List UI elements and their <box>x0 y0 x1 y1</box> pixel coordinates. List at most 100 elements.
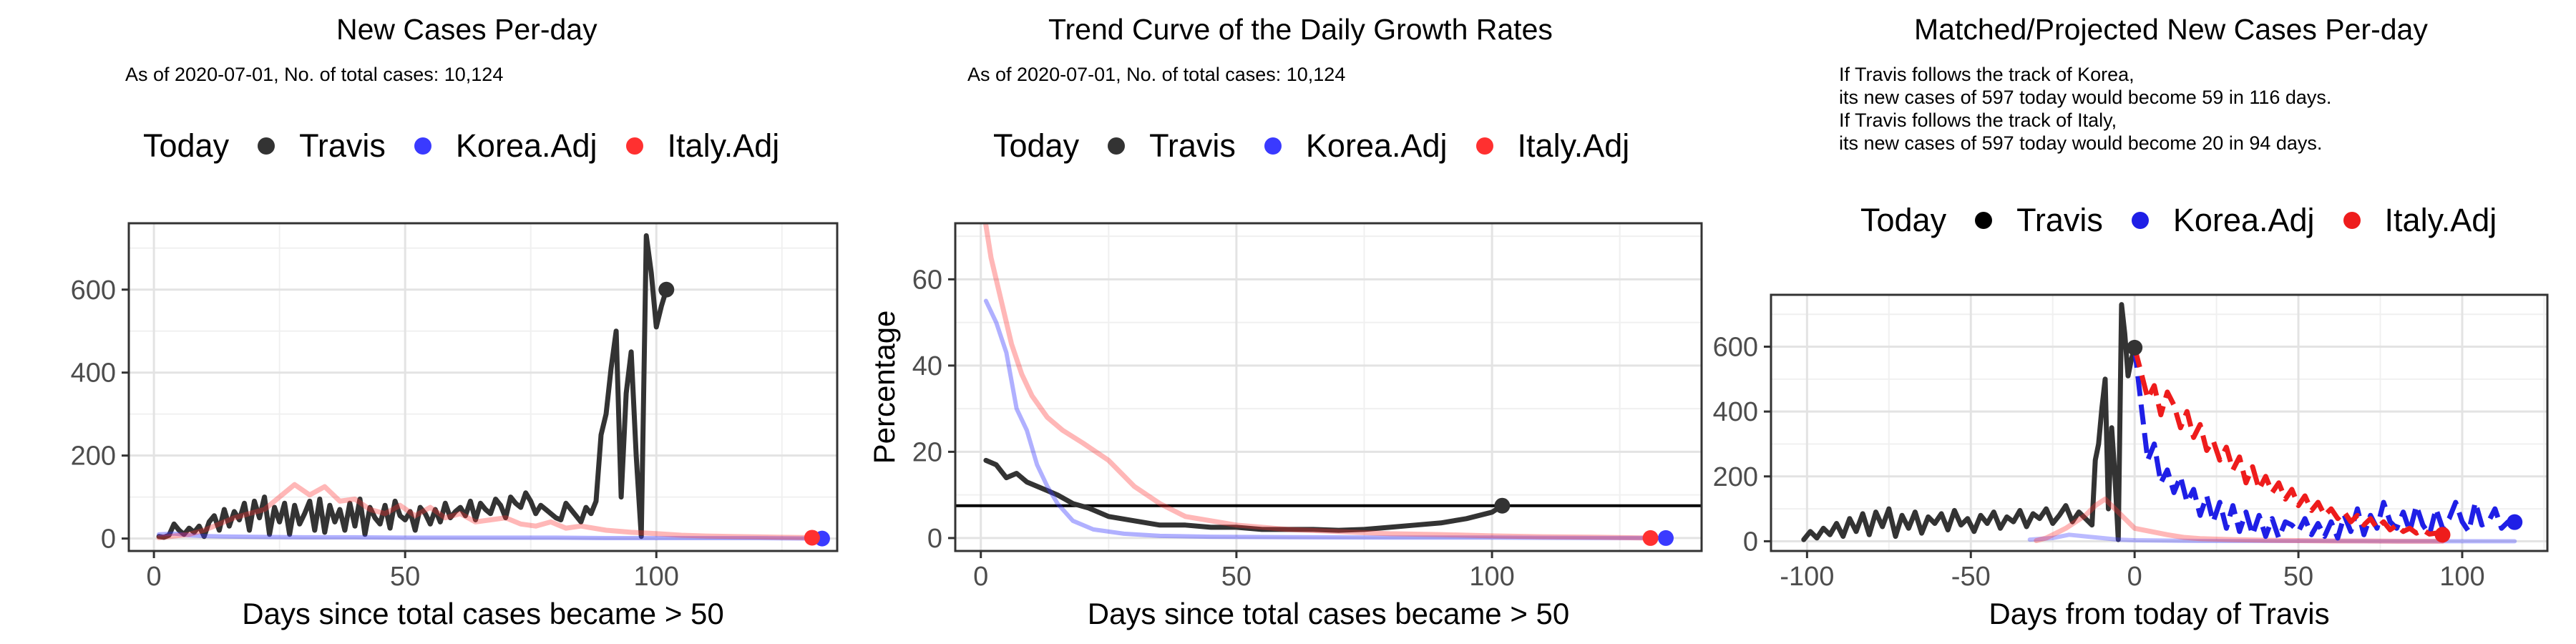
y-tick-label: 400 <box>1713 397 1758 427</box>
chart-title: Trend Curve of the Daily Growth Rates <box>1048 13 1553 46</box>
series-group <box>982 223 1668 541</box>
y-tick-label: 0 <box>101 525 116 555</box>
legend-label-korea: Korea.Adj <box>2172 202 2315 238</box>
legend-dot-travis <box>1108 137 1126 155</box>
series-group <box>1801 302 2517 544</box>
series-line-italy-adj <box>982 223 1654 541</box>
y-tick-label: 400 <box>71 358 116 389</box>
series-line-travis <box>983 457 1505 533</box>
y-tick-label: 600 <box>71 275 116 306</box>
y-tick-label: 60 <box>912 265 942 295</box>
y-tick-label: 0 <box>1743 527 1758 557</box>
legend-dot-italy <box>625 137 643 155</box>
x-tick-label: 0 <box>973 562 988 592</box>
series-line-travis <box>1801 302 2137 542</box>
legend-title: Today <box>993 127 1080 164</box>
x-tick-label: 50 <box>390 562 420 592</box>
chart-subtitle-line-1: If Travis follows the track of Korea, <box>1839 64 2135 85</box>
legend-label-italy: Italy.Adj <box>667 127 780 164</box>
x-tick-label: 50 <box>1221 562 1252 592</box>
x-tick-label: 0 <box>2127 562 2142 592</box>
end-point-italy-adj <box>2434 527 2451 543</box>
x-tick-label: 100 <box>634 562 679 592</box>
series-line-italy-adj <box>2132 347 2444 537</box>
end-point-korea-adj <box>2507 514 2523 530</box>
chart-subtitle-line-3: If Travis follows the track of Italy, <box>1839 109 2117 131</box>
x-tick-label: 50 <box>2283 562 2313 592</box>
chart-title: Matched/Projected New Cases Per-day <box>1914 13 2428 46</box>
end-point-italy-adj <box>1642 530 1659 546</box>
legend-item-travis: Travis <box>258 127 386 165</box>
legend-item-italy: Italy.Adj <box>1475 127 1630 165</box>
legend-title: Today <box>1860 202 1947 238</box>
legend-label-travis: Travis <box>2016 202 2103 238</box>
legend-dot-korea <box>2131 212 2149 229</box>
end-point-travis <box>658 281 675 298</box>
legend-item-travis: Travis <box>1975 202 2103 239</box>
x-tick-label: -50 <box>1951 562 1991 592</box>
series-line-italy-adj <box>2034 497 2445 544</box>
chart-plot: 0 50 100 0 20 40 60 Days since total cases beca… <box>867 222 1703 630</box>
x-axis-label: Days since total cases became > 50 <box>1088 597 1570 630</box>
end-point-italy-adj <box>804 530 820 546</box>
y-axis-label: Percentage <box>867 311 901 464</box>
legend-label-travis: Travis <box>299 127 386 164</box>
chart-panel-growth-rates: Trend Curve of the Daily Growth Rates As… <box>859 0 1717 644</box>
chart-legend: Today Travis Korea.Adj Italy.Adj <box>1860 202 2525 239</box>
legend-dot-italy <box>2343 212 2361 229</box>
legend-item-korea: Korea.Adj <box>1264 127 1448 165</box>
series-group <box>156 233 824 541</box>
chart-subtitle: As of 2020-07-01, No. of total cases: 10… <box>967 64 1346 85</box>
plot-border <box>127 222 839 552</box>
legend-item-korea: Korea.Adj <box>2131 202 2315 239</box>
x-axis-label: Days since total cases became > 50 <box>242 597 724 630</box>
legend-dot-korea <box>414 137 431 155</box>
legend-label-travis: Travis <box>1149 127 1236 164</box>
legend-dot-italy <box>1475 137 1493 155</box>
legend-dot-travis <box>258 137 275 155</box>
chart-panel-projected-cases: Matched/Projected New Cases Per-day If T… <box>1713 0 2576 644</box>
y-tick-label: 200 <box>71 441 116 472</box>
chart-title: New Cases Per-day <box>336 13 597 46</box>
y-tick-label: 0 <box>927 524 942 554</box>
series-line-korea-adj <box>983 298 1668 540</box>
chart-legend: Today Travis Korea.Adj Italy.Adj <box>993 127 1658 165</box>
legend-dot-korea <box>1264 137 1282 155</box>
x-tick-label: 100 <box>2439 562 2484 592</box>
legend-label-italy: Italy.Adj <box>2384 202 2497 238</box>
series-line-korea-adj <box>2132 347 2515 541</box>
end-point-travis <box>1494 497 1511 514</box>
plot-border <box>954 222 1703 552</box>
chart-plot: 0 50 100 0 200 400 600 Days since total cases b… <box>71 222 839 630</box>
y-tick-label: 20 <box>912 437 942 467</box>
y-tick-label: 200 <box>1713 462 1758 492</box>
legend-item-italy: Italy.Adj <box>2343 202 2497 239</box>
legend-item-korea: Korea.Adj <box>414 127 597 165</box>
end-point-travis <box>2127 339 2143 356</box>
legend-dot-travis <box>1975 212 1993 229</box>
x-tick-label: 0 <box>147 562 162 592</box>
legend-title: Today <box>143 127 230 164</box>
plot-border <box>1770 293 2549 552</box>
legend-label-korea: Korea.Adj <box>1305 127 1448 164</box>
series-line-korea-adj <box>2027 532 2517 544</box>
legend-item-italy: Italy.Adj <box>625 127 780 165</box>
x-tick-label: 100 <box>1469 562 1514 592</box>
series-line-italy-adj <box>156 482 815 540</box>
y-tick-label: 600 <box>1713 333 1758 363</box>
y-tick-label: 40 <box>912 351 942 381</box>
chart-subtitle-line-4: its new cases of 597 today would become … <box>1839 132 2323 154</box>
series-line-korea-adj <box>157 531 824 541</box>
legend-label-korea: Korea.Adj <box>455 127 597 164</box>
x-tick-label: -100 <box>1780 562 1834 592</box>
legend-item-travis: Travis <box>1108 127 1236 165</box>
chart-subtitle-line-2: its new cases of 597 today would become … <box>1839 87 2332 108</box>
legend-label-italy: Italy.Adj <box>1517 127 1630 164</box>
series-line-travis <box>156 233 669 540</box>
chart-subtitle: As of 2020-07-01, No. of total cases: 10… <box>125 64 504 85</box>
end-point-korea-adj <box>1657 530 1674 546</box>
chart-panel-new-cases: New Cases Per-day As of 2020-07-01, No. … <box>0 0 859 644</box>
chart-legend: Today Travis Korea.Adj Italy.Adj <box>143 127 808 165</box>
x-axis-label: Days from today of Travis <box>1989 597 2329 630</box>
chart-plot: -100 -50 0 50 100 0 200 400 600 Days from today o… <box>1713 293 2549 630</box>
